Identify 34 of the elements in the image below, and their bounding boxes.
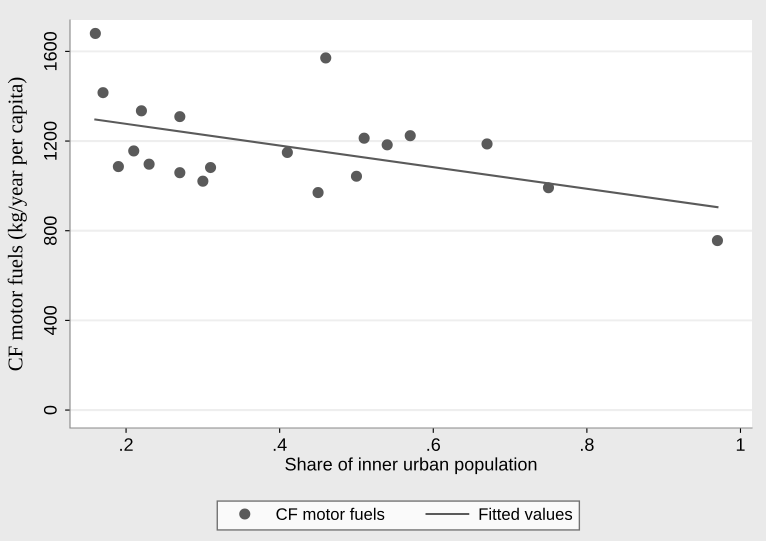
point xyxy=(320,52,332,64)
point xyxy=(144,158,155,170)
point xyxy=(358,132,370,144)
point xyxy=(174,111,186,122)
point xyxy=(128,145,140,156)
legend-label: Fitted values xyxy=(480,508,572,520)
point xyxy=(282,146,293,158)
y-tick-label: 800 xyxy=(44,216,57,245)
point xyxy=(712,235,723,246)
y-tick-label: 0 xyxy=(44,406,57,414)
point xyxy=(197,176,208,187)
x-tick-label: .6 xyxy=(427,438,440,451)
point xyxy=(90,28,101,40)
point xyxy=(136,105,147,116)
y-tick-label: 400 xyxy=(44,306,57,336)
x-tick-label: .4 xyxy=(274,438,287,451)
y-tick-label: 1600 xyxy=(44,32,57,70)
y-axis-title: CF motor fuels (kg/year per capita) xyxy=(8,78,27,370)
point xyxy=(112,161,124,172)
x-axis-title: Share of inner urban population xyxy=(285,457,536,474)
x-tick-label: 1 xyxy=(736,438,745,451)
point xyxy=(382,139,393,150)
y-tick-label: 1200 xyxy=(44,122,57,160)
point xyxy=(350,170,362,182)
point xyxy=(97,87,109,98)
x-tick-label: .8 xyxy=(580,438,594,451)
legend-label: CF motor fuels xyxy=(276,508,384,520)
x-tick-label: .2 xyxy=(120,438,133,451)
point xyxy=(174,167,186,178)
point xyxy=(312,187,324,198)
point xyxy=(481,138,493,150)
point xyxy=(542,182,554,194)
point xyxy=(204,162,216,174)
point xyxy=(404,130,416,142)
